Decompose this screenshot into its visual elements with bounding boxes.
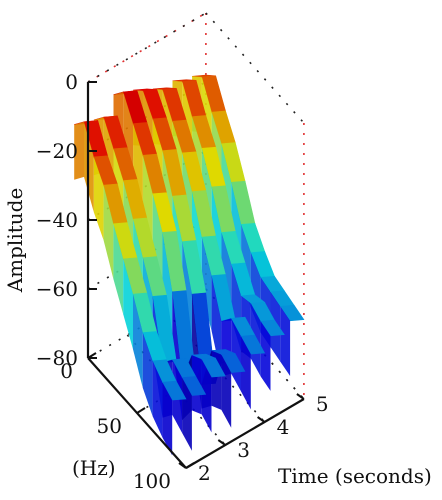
grid-line — [87, 219, 207, 290]
y-tick-label: 5 — [316, 392, 329, 416]
x-tick-label: 0 — [60, 359, 73, 383]
y-tick-mark — [178, 462, 187, 469]
x-tick-label: 50 — [97, 414, 122, 438]
z-tick-label: 0 — [65, 70, 78, 94]
surface-curtain — [103, 185, 114, 279]
surface-curtain — [123, 258, 133, 350]
surface-curtain — [142, 155, 153, 250]
surface-curtain — [133, 294, 143, 388]
surface-curtain — [162, 382, 173, 456]
surface-curtain — [241, 336, 251, 410]
surface-plot — [74, 74, 305, 456]
y-tick-label: 4 — [277, 415, 290, 439]
x-axis-label: (Hz) — [72, 456, 116, 480]
y-tick-mark — [296, 393, 305, 400]
box-edge — [87, 12, 207, 83]
x-tick-label: 100 — [133, 469, 171, 493]
surface-curtain — [142, 332, 153, 417]
y-tick-mark — [217, 439, 226, 446]
surface-curtain — [260, 321, 271, 391]
grid-line — [87, 12, 207, 83]
y-tick-mark — [257, 416, 266, 423]
surface-curtain — [74, 121, 84, 180]
surface-curtain — [201, 359, 212, 433]
x-tick-mark — [136, 407, 146, 414]
surface-curtain — [133, 123, 143, 211]
axis-line — [185, 398, 305, 469]
z-tick-label: −80 — [36, 346, 78, 370]
x-tick-mark — [185, 462, 195, 469]
y-tick-label: 2 — [198, 461, 211, 485]
z-tick-label: −60 — [36, 277, 78, 301]
box-edge — [205, 12, 305, 124]
surface-curtain — [93, 156, 104, 241]
y-tick-label: 3 — [237, 438, 250, 462]
surface-curtain — [113, 223, 124, 315]
y-axis-label: Time (seconds) — [278, 464, 432, 488]
z-tick-label: −40 — [36, 208, 78, 232]
surface-curtain — [152, 193, 163, 288]
z-axis-label: Amplitude — [3, 188, 27, 294]
surface-curtain — [201, 237, 212, 331]
grid-line — [205, 288, 305, 400]
surface-curtain — [280, 306, 291, 376]
x-tick-mark — [87, 352, 97, 359]
z-tick-label: −20 — [36, 139, 78, 163]
surface-curtain — [152, 360, 163, 438]
surface-curtain — [123, 91, 134, 179]
